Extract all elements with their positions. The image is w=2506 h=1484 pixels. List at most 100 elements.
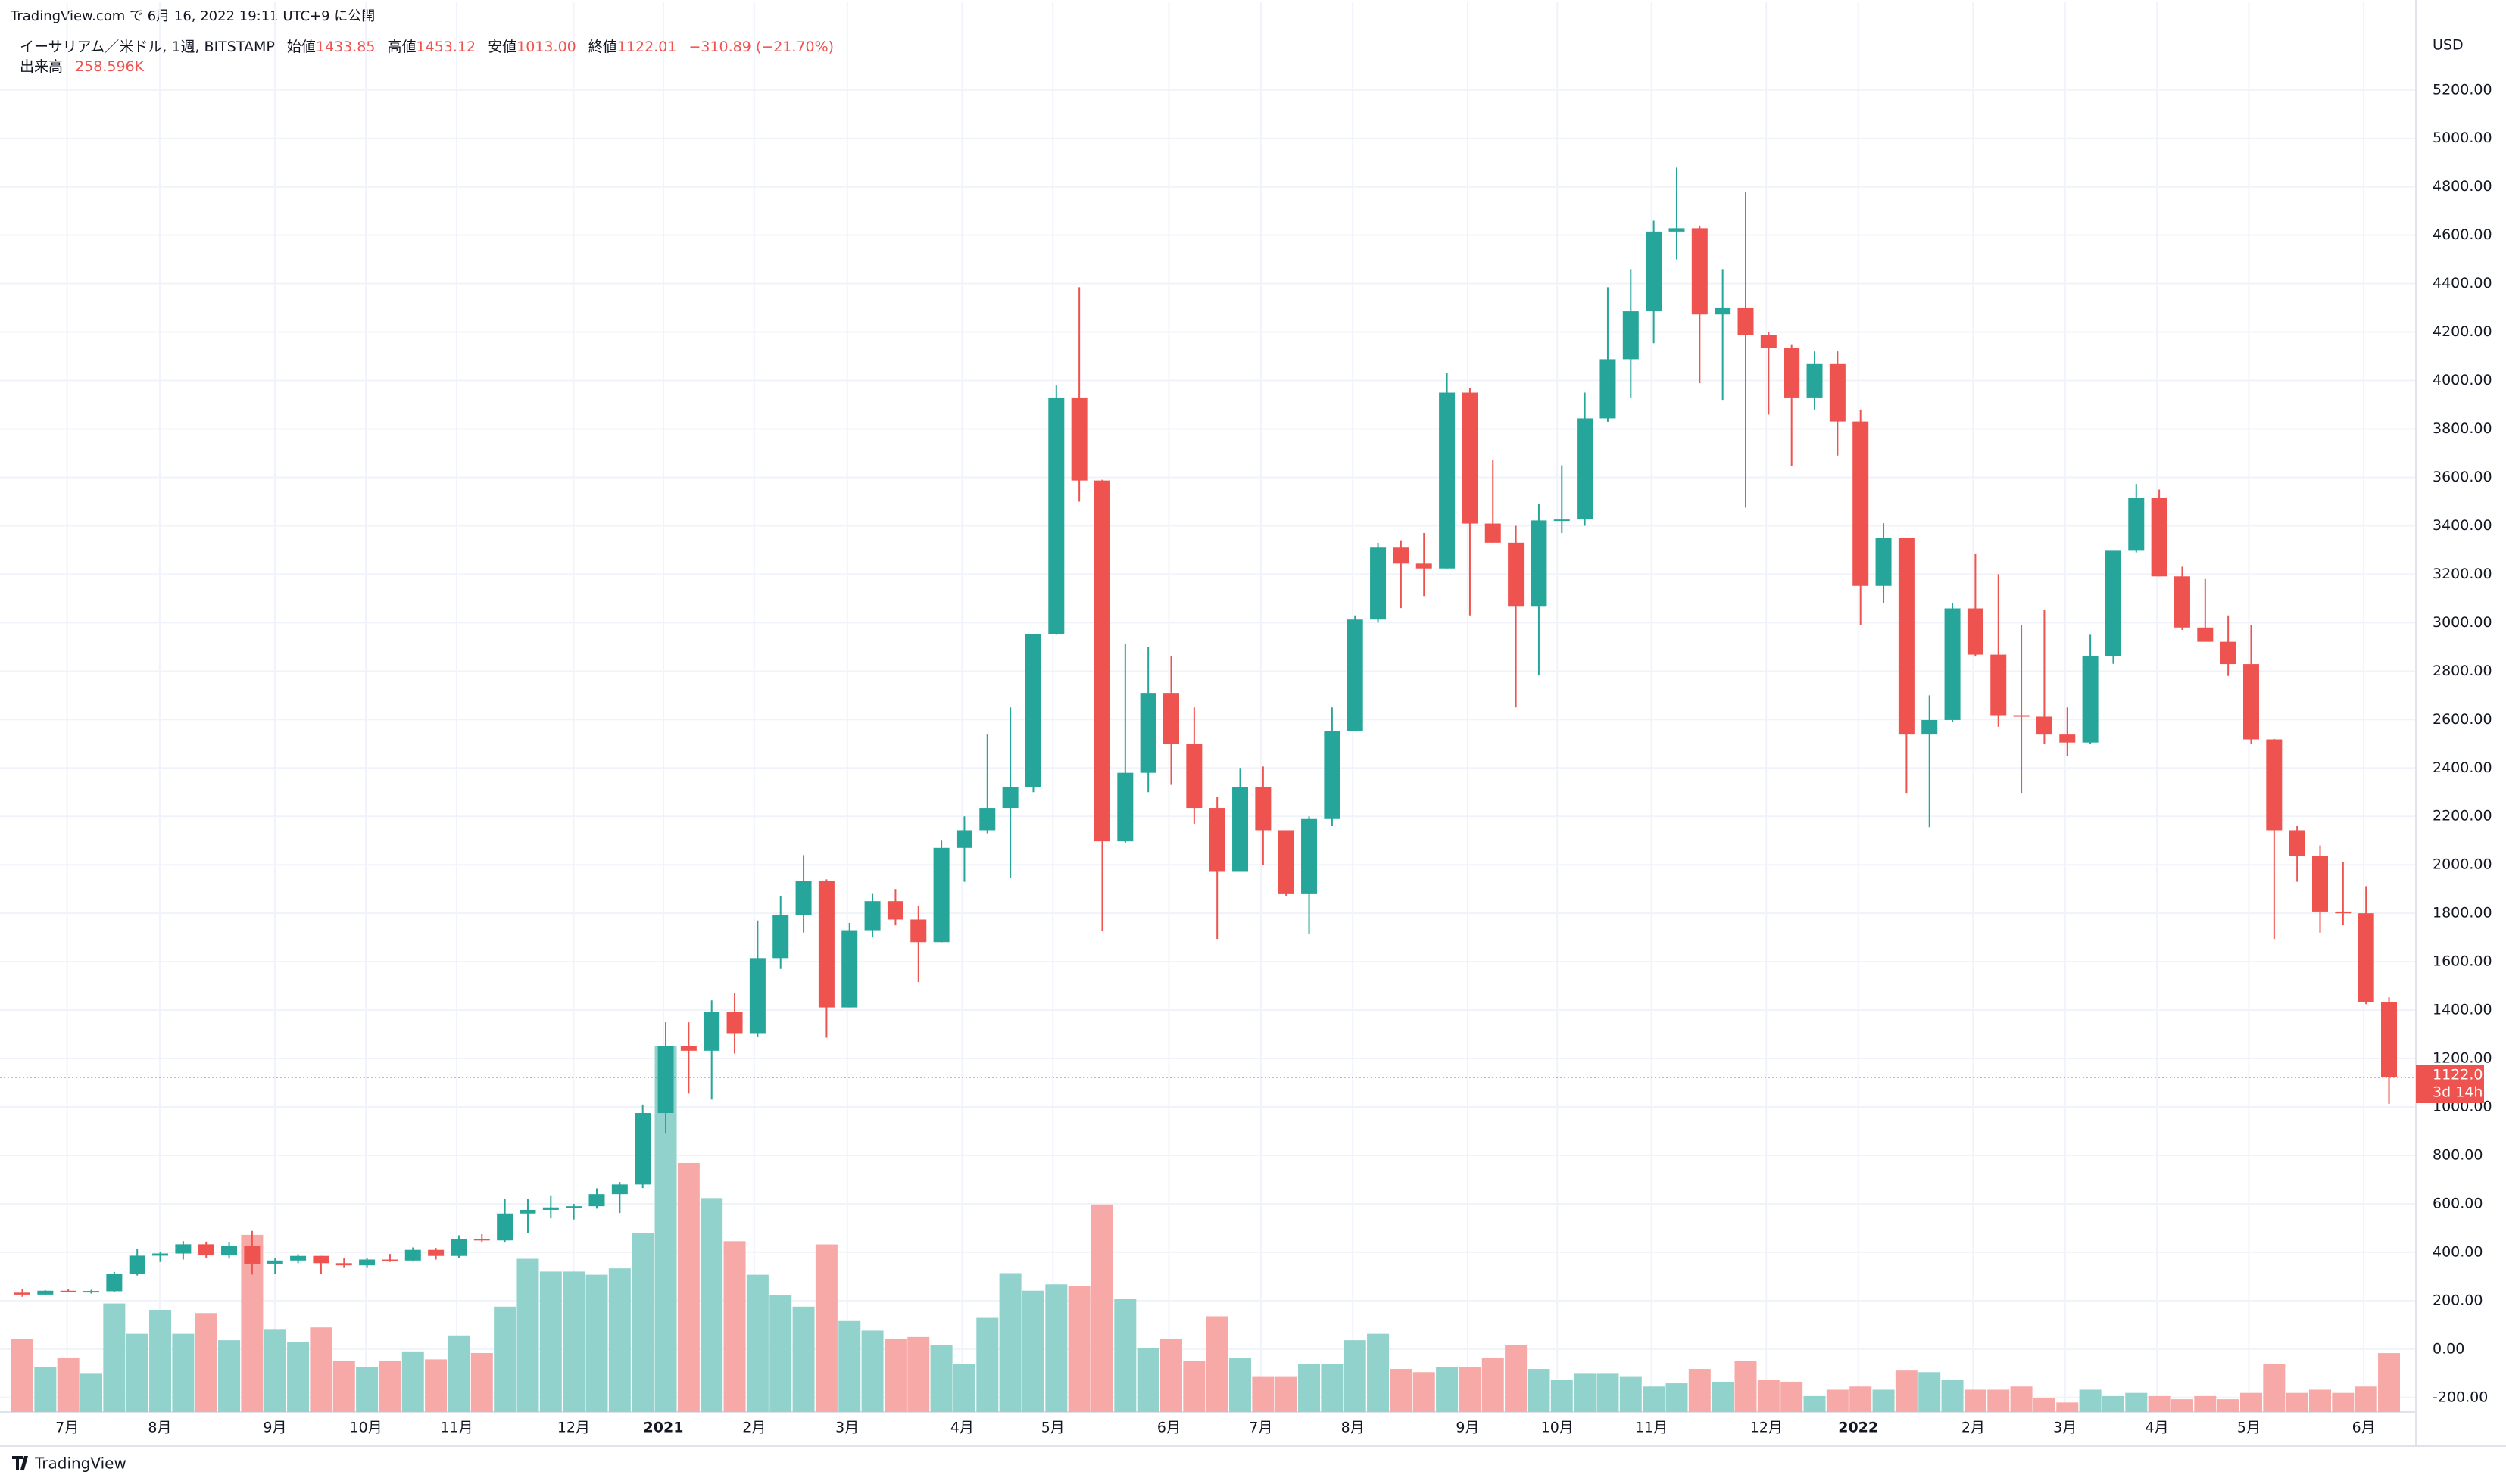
candle-body xyxy=(198,1244,214,1256)
candle-body xyxy=(1784,348,1800,398)
y-tick-label: 800.00 xyxy=(2433,1146,2483,1163)
candle-body xyxy=(1508,542,1525,607)
price-tag xyxy=(2416,1065,2484,1103)
y-tick-label: 2200.00 xyxy=(2433,808,2492,825)
volume-bar xyxy=(172,1333,195,1412)
candle-body xyxy=(2082,656,2099,743)
x-tick-label: 6月 xyxy=(1157,1420,1181,1436)
volume-bar xyxy=(1045,1284,1068,1412)
y-tick-label: -200.00 xyxy=(2433,1389,2488,1405)
x-tick-label: 4月 xyxy=(950,1420,974,1436)
high-value: 1453.12 xyxy=(417,39,476,55)
x-tick-label: 2月 xyxy=(1961,1420,1985,1436)
candle-body xyxy=(1852,421,1869,586)
x-tick-label: 10月 xyxy=(1541,1420,1574,1436)
candle-body xyxy=(60,1290,76,1292)
y-tick-label: 1600.00 xyxy=(2433,953,2492,970)
candle-body xyxy=(864,901,881,931)
candle-body xyxy=(313,1255,329,1264)
price-tag-countdown: 3d 14h xyxy=(2433,1083,2483,1100)
volume-bar xyxy=(1872,1389,1895,1412)
volume-bar xyxy=(2171,1399,2193,1412)
candle-body xyxy=(1577,418,1593,520)
x-tick-label: 2022 xyxy=(1838,1420,1878,1436)
x-tick-label: 2月 xyxy=(742,1420,766,1436)
volume-bar xyxy=(608,1268,631,1412)
volume-bar xyxy=(2239,1392,2262,1412)
candle-body xyxy=(1255,787,1272,831)
y-tick-label: 4600.00 xyxy=(2433,226,2492,243)
y-tick-label: 2000.00 xyxy=(2433,856,2492,873)
candle-body xyxy=(1462,392,1478,524)
candle-body xyxy=(1990,654,2007,716)
candle-body xyxy=(129,1255,145,1274)
volume-bar xyxy=(356,1367,379,1412)
close-value: 1122.01 xyxy=(617,39,677,55)
symbol: イーサリアム／米ドル, 1週, BITSTAMP xyxy=(20,39,275,55)
candle-body xyxy=(2312,856,2328,912)
candle-body xyxy=(818,881,835,1008)
candle-body xyxy=(175,1244,192,1254)
candle-body xyxy=(1646,231,1662,312)
candle-body xyxy=(2197,627,2214,642)
candle-body xyxy=(588,1194,605,1207)
volume-bar xyxy=(976,1317,999,1412)
x-tick-label: 11月 xyxy=(1635,1420,1668,1436)
candle-body xyxy=(2335,911,2352,914)
volume-bar xyxy=(1505,1345,1528,1412)
volume-bar xyxy=(1436,1367,1459,1412)
y-tick-label: 4000.00 xyxy=(2433,372,2492,388)
candle-body xyxy=(152,1253,169,1256)
candle-body xyxy=(1760,335,1777,348)
candle-body xyxy=(1186,744,1203,809)
volume-bar xyxy=(632,1233,654,1412)
candle-body xyxy=(1484,523,1501,543)
volume-bar xyxy=(861,1330,884,1412)
candle-body xyxy=(473,1239,490,1241)
x-tick-label: 9月 xyxy=(1456,1420,1479,1436)
candle-body xyxy=(611,1184,628,1195)
candle-body xyxy=(1094,480,1110,842)
volume-bar xyxy=(1114,1298,1137,1412)
candle-body xyxy=(795,881,812,915)
volume-bar xyxy=(1918,1372,1941,1412)
volume-bar xyxy=(1252,1376,1275,1412)
x-tick-label: 6月 xyxy=(2352,1420,2376,1436)
volume-bar xyxy=(1619,1376,1642,1412)
y-tick-label: 400.00 xyxy=(2433,1243,2483,1260)
candle-body xyxy=(1393,547,1409,564)
candle-body xyxy=(2128,497,2145,551)
volume-bar xyxy=(1229,1358,1252,1412)
volume-bar xyxy=(539,1271,562,1412)
x-tick-label: 7月 xyxy=(1249,1420,1272,1436)
candle-body xyxy=(106,1274,123,1292)
volume-bar xyxy=(1780,1381,1803,1412)
candle-body xyxy=(1921,719,1938,735)
volume-bar xyxy=(2102,1395,2124,1412)
volume-bar xyxy=(1757,1380,1780,1412)
candle-body xyxy=(2151,497,2167,577)
candle-body xyxy=(1806,363,1823,398)
candle-body xyxy=(772,915,789,959)
candle-body xyxy=(14,1292,30,1295)
x-tick-label: 8月 xyxy=(1341,1420,1365,1436)
y-tick-label: 3600.00 xyxy=(2433,469,2492,485)
high-name: 高値 xyxy=(388,39,417,55)
volume-name: 出来高 xyxy=(20,58,63,75)
currency: USD xyxy=(2433,37,2464,54)
candle-body xyxy=(267,1260,283,1264)
candle-body xyxy=(1599,359,1616,419)
volume-bar xyxy=(792,1306,815,1412)
candle-body xyxy=(2013,715,2030,717)
volume-bar xyxy=(1206,1316,1228,1412)
candle-body xyxy=(1967,608,1983,655)
logo-icon xyxy=(12,1456,28,1470)
volume-legend: 出来高 258.596K xyxy=(20,58,145,75)
volume-bar xyxy=(218,1340,241,1412)
candle-body xyxy=(2105,550,2121,656)
candle-body xyxy=(497,1213,513,1241)
y-tick-label: 2400.00 xyxy=(2433,759,2492,776)
candle-body xyxy=(1025,634,1041,787)
candle-body xyxy=(726,1012,743,1034)
